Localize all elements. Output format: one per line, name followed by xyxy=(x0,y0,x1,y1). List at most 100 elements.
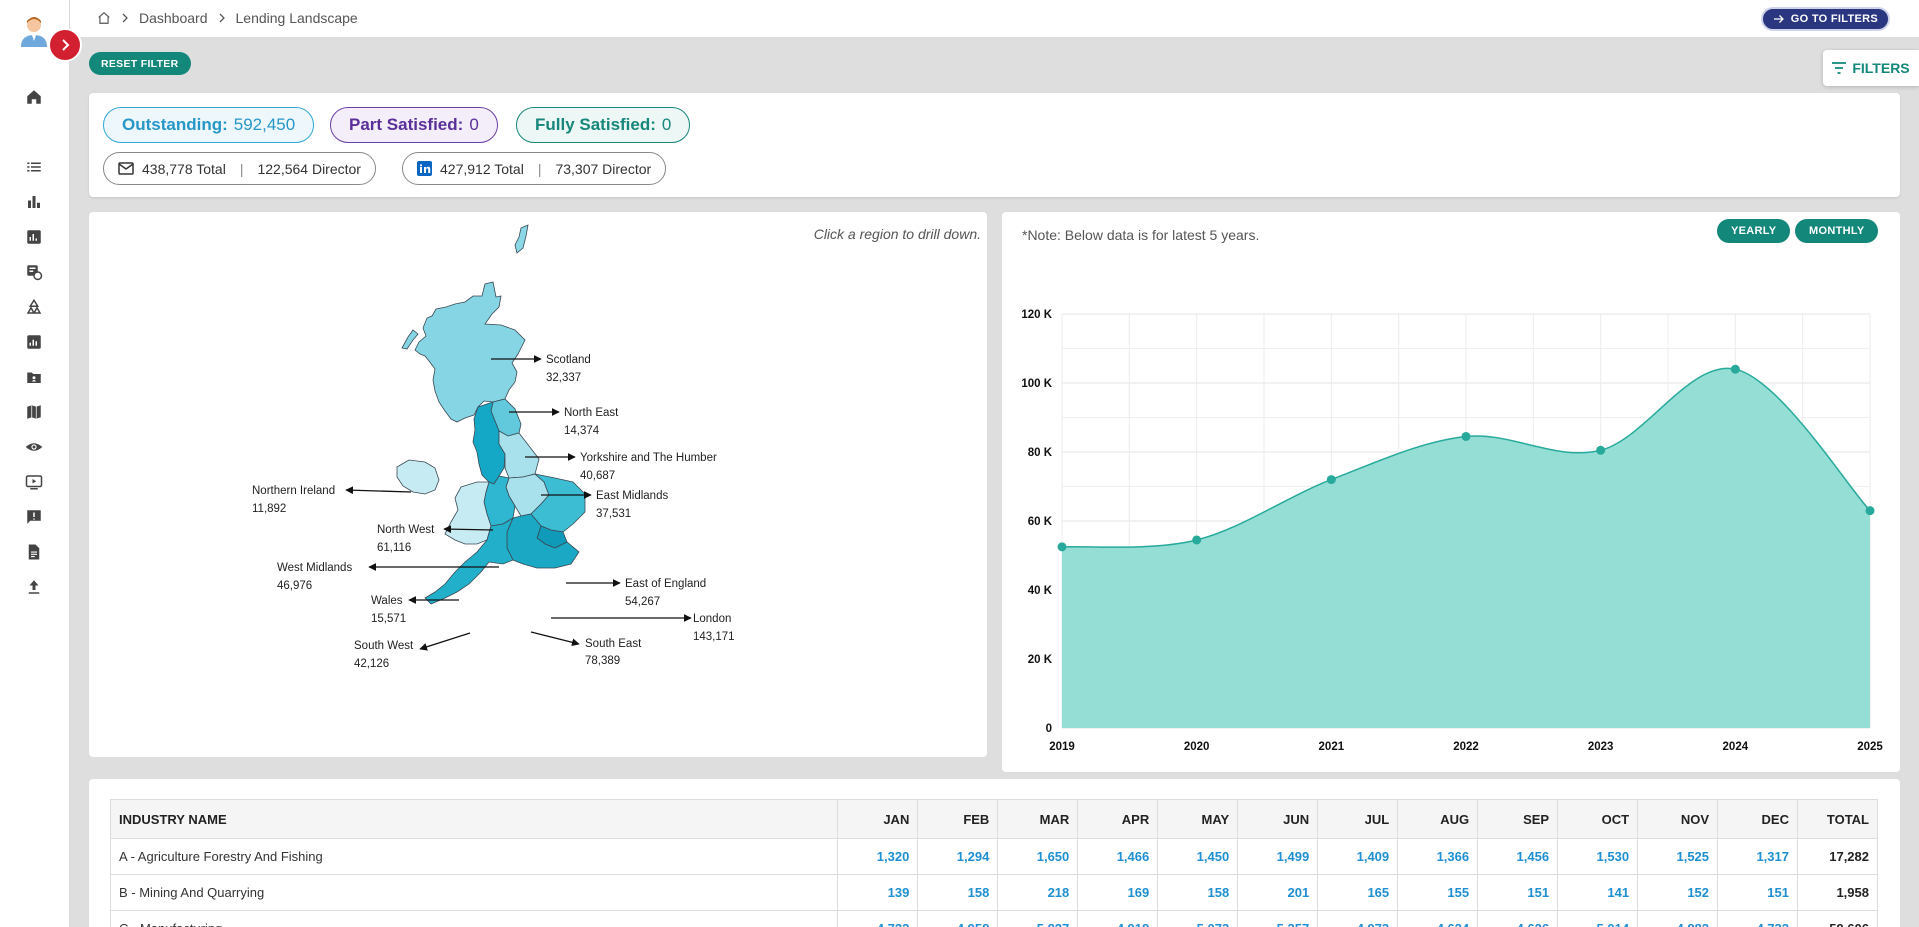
month-value-cell[interactable]: 1,525 xyxy=(1637,838,1719,875)
region-south-west[interactable] xyxy=(424,517,514,605)
month-value-cell[interactable]: 1,320 xyxy=(837,838,919,875)
eye-icon[interactable] xyxy=(23,436,45,458)
y-tick-label: 60 K xyxy=(1028,516,1053,528)
yearly-button[interactable]: YEARLY xyxy=(1717,219,1791,243)
analytics-icon[interactable] xyxy=(23,226,45,248)
data-point[interactable] xyxy=(1326,475,1336,485)
region-scotland-islands[interactable] xyxy=(514,224,529,254)
month-value-cell[interactable]: 139 xyxy=(837,874,919,911)
month-value-cell[interactable]: 4,882 xyxy=(1637,910,1719,927)
filters-button[interactable]: FILTERS xyxy=(1823,50,1919,86)
upload-icon[interactable] xyxy=(23,576,45,598)
month-value-cell[interactable]: 1,450 xyxy=(1157,838,1239,875)
data-point[interactable] xyxy=(1461,431,1471,441)
month-value-cell[interactable]: 5,014 xyxy=(1557,910,1639,927)
data-point[interactable] xyxy=(1865,506,1875,516)
month-value-cell[interactable]: 155 xyxy=(1397,874,1479,911)
month-value-cell[interactable]: 151 xyxy=(1717,874,1798,911)
month-value-cell[interactable]: 5,073 xyxy=(1157,910,1239,927)
month-value-cell[interactable]: 1,650 xyxy=(997,838,1079,875)
month-value-cell[interactable]: 5,827 xyxy=(997,910,1079,927)
month-value-cell[interactable]: 218 xyxy=(997,874,1079,911)
breadcrumb-dashboard-link[interactable]: Dashboard xyxy=(139,10,208,26)
map-icon[interactable] xyxy=(23,401,45,423)
month-value-cell[interactable]: 1,366 xyxy=(1397,838,1479,875)
bar-chart-icon[interactable] xyxy=(23,191,45,213)
report-chart-icon[interactable] xyxy=(23,331,45,353)
region-scotland-hebrides[interactable] xyxy=(401,329,419,350)
table-row[interactable]: B - Mining And Quarrying 139 158 218 169 158 2… xyxy=(109,874,1878,911)
region-yorkshire[interactable] xyxy=(498,430,540,479)
month-value-cell[interactable]: 165 xyxy=(1317,874,1399,911)
month-value-cell[interactable]: 4,918 xyxy=(1077,910,1159,927)
month-value-cell[interactable]: 151 xyxy=(1477,874,1559,911)
month-value-cell[interactable]: 5,357 xyxy=(1237,910,1319,927)
column-header-feb[interactable]: FEB xyxy=(917,799,999,839)
month-value-cell[interactable]: 4,626 xyxy=(1477,910,1559,927)
month-value-cell[interactable]: 158 xyxy=(1157,874,1239,911)
data-point[interactable] xyxy=(1057,542,1067,552)
recycle-icon[interactable] xyxy=(23,296,45,318)
region-wales[interactable] xyxy=(444,481,492,545)
table-row[interactable]: A - Agriculture Forestry And Fishing 1,32… xyxy=(109,838,1878,875)
x-tick-label: 2024 xyxy=(1723,741,1749,753)
month-value-cell[interactable]: 1,409 xyxy=(1317,838,1399,875)
column-header-may[interactable]: MAY xyxy=(1157,799,1239,839)
part-satisfied-badge[interactable]: Part Satisfied: 0 xyxy=(330,107,498,143)
month-value-cell[interactable]: 4,732 xyxy=(1717,910,1798,927)
column-header-jul[interactable]: JUL xyxy=(1317,799,1399,839)
document-icon[interactable] xyxy=(23,541,45,563)
column-header-sep[interactable]: SEP xyxy=(1477,799,1559,839)
month-value-cell[interactable]: 1,530 xyxy=(1557,838,1639,875)
region-northern-ireland[interactable] xyxy=(396,459,440,495)
dashboard-settings-icon[interactable] xyxy=(23,261,45,283)
contact-folder-icon[interactable] xyxy=(23,366,45,388)
data-point[interactable] xyxy=(1596,445,1606,455)
month-value-cell[interactable]: 4,624 xyxy=(1397,910,1479,927)
video-icon[interactable] xyxy=(23,471,45,493)
data-point[interactable] xyxy=(1192,535,1202,545)
table-row[interactable]: C - Manufacturing4,7224,9585,8274,9185,0… xyxy=(109,910,1878,927)
month-value-cell[interactable]: 169 xyxy=(1077,874,1159,911)
outstanding-badge[interactable]: Outstanding: 592,450 xyxy=(103,107,315,143)
column-header-jan[interactable]: JAN xyxy=(837,799,919,839)
column-header-apr[interactable]: APR xyxy=(1077,799,1159,839)
region-scotland[interactable] xyxy=(414,281,526,423)
column-header-industry[interactable]: INDUSTRY NAME xyxy=(109,799,839,839)
column-header-dec[interactable]: DEC xyxy=(1717,799,1798,839)
month-value-cell[interactable]: 1,317 xyxy=(1717,838,1798,875)
column-header-aug[interactable]: AUG xyxy=(1397,799,1479,839)
list-icon[interactable] xyxy=(23,156,45,178)
user-avatar[interactable] xyxy=(17,13,51,47)
column-header-total[interactable]: TOTAL xyxy=(1797,799,1878,839)
monthly-button[interactable]: MONTHLY xyxy=(1795,219,1879,243)
sidebar-toggle-button[interactable] xyxy=(48,28,82,62)
month-value-cell[interactable]: 152 xyxy=(1637,874,1719,911)
map-label-south-west: South West xyxy=(354,640,414,652)
home-icon[interactable] xyxy=(23,86,45,108)
month-value-cell[interactable]: 4,973 xyxy=(1317,910,1399,927)
month-value-cell[interactable]: 141 xyxy=(1557,874,1639,911)
month-value-cell[interactable]: 1,466 xyxy=(1077,838,1159,875)
reset-filter-button[interactable]: RESET FILTER xyxy=(89,52,191,75)
map-value-yorkshire: 40,687 xyxy=(580,470,615,482)
month-value-cell[interactable]: 4,722 xyxy=(837,910,919,927)
map-hint: Click a region to drill down. xyxy=(813,226,981,242)
month-value-cell[interactable]: 1,456 xyxy=(1477,838,1559,875)
month-value-cell[interactable]: 201 xyxy=(1237,874,1319,911)
go-to-filters-button[interactable]: GO TO FILTERS xyxy=(1760,7,1890,31)
feedback-icon[interactable] xyxy=(23,506,45,528)
column-header-oct[interactable]: OCT xyxy=(1557,799,1639,839)
map-label-east-of-england: East of England xyxy=(625,578,706,590)
month-value-cell[interactable]: 1,294 xyxy=(917,838,999,875)
map-value-south-east: 78,389 xyxy=(585,655,620,667)
month-value-cell[interactable]: 158 xyxy=(917,874,999,911)
month-value-cell[interactable]: 4,958 xyxy=(917,910,999,927)
column-header-jun[interactable]: JUN xyxy=(1237,799,1319,839)
column-header-mar[interactable]: MAR xyxy=(997,799,1079,839)
data-point[interactable] xyxy=(1730,364,1740,374)
fully-satisfied-badge[interactable]: Fully Satisfied: 0 xyxy=(516,107,691,143)
home-icon[interactable] xyxy=(97,11,111,25)
month-value-cell[interactable]: 1,499 xyxy=(1237,838,1319,875)
column-header-nov[interactable]: NOV xyxy=(1637,799,1719,839)
